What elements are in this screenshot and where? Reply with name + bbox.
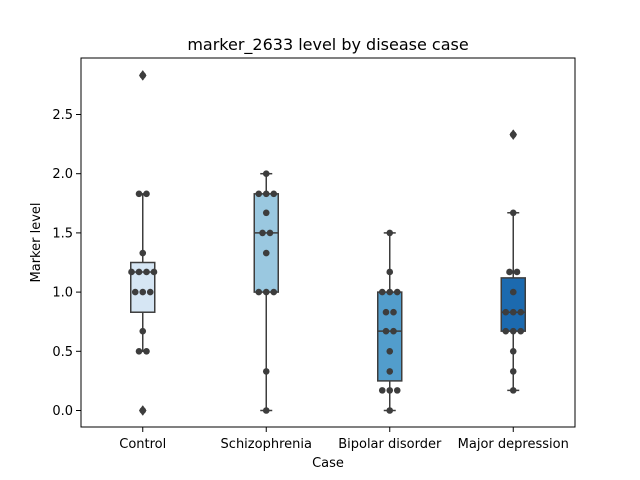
data-point (517, 308, 525, 316)
data-point (502, 308, 510, 316)
data-point (506, 268, 513, 276)
x-tick-label: Bipolar disorder (338, 437, 442, 452)
data-point (509, 368, 517, 375)
data-point (262, 407, 270, 414)
data-point (386, 268, 394, 276)
data-point (382, 308, 390, 316)
data-point (262, 190, 270, 198)
data-point (135, 190, 143, 198)
box-iqr (500, 277, 526, 332)
data-point (390, 327, 397, 335)
data-point (150, 268, 158, 276)
y-axis: 0.0 0.5 1.0 1.5 2.0 2.5 (52, 108, 81, 419)
y-tick-label: 1.0 (52, 286, 73, 301)
box-iqr (377, 291, 403, 382)
data-point (393, 288, 401, 296)
box-iqr (253, 193, 279, 293)
data-point (135, 348, 143, 355)
data-point (139, 407, 147, 414)
data-point (259, 229, 266, 237)
data-point (509, 387, 517, 394)
data-point (509, 131, 517, 138)
data-point (509, 308, 517, 316)
data-point (502, 327, 510, 335)
data-point (509, 209, 517, 217)
plot-frame (80, 57, 576, 428)
data-point (143, 190, 150, 198)
data-point (139, 72, 147, 79)
data-point (262, 170, 270, 177)
data-point (509, 348, 517, 355)
data-point (386, 407, 394, 414)
box-iqr (130, 261, 156, 313)
data-point (255, 190, 263, 198)
box-group (377, 232, 403, 412)
data-point (513, 268, 521, 276)
x-tick-label: Control (119, 437, 166, 452)
data-point (390, 308, 397, 316)
data-point (146, 288, 154, 296)
y-tick-label: 2.0 (52, 167, 73, 182)
y-tick-label: 0.0 (52, 404, 73, 419)
y-axis-label: Marker level (29, 203, 44, 283)
data-point (517, 327, 525, 335)
data-point (143, 348, 150, 355)
data-point (143, 268, 150, 276)
plot-area (128, 69, 526, 416)
x-tick-label: Schizophrenia (221, 437, 312, 452)
data-point (386, 368, 394, 375)
data-point (262, 209, 270, 217)
data-point (262, 368, 270, 375)
data-point (262, 249, 270, 257)
data-point (386, 348, 394, 355)
data-point (131, 288, 139, 296)
box-group (130, 69, 156, 416)
data-point (139, 327, 147, 335)
data-point (255, 288, 263, 296)
data-point (270, 190, 278, 198)
data-point (270, 288, 278, 296)
data-point (139, 288, 147, 296)
data-point (378, 387, 386, 394)
data-point (382, 327, 390, 335)
data-point (378, 288, 386, 296)
y-tick-label: 1.5 (52, 226, 73, 241)
data-point (386, 229, 394, 237)
data-point (139, 249, 147, 257)
data-point (509, 327, 517, 335)
data-point (262, 288, 270, 296)
box-group (500, 129, 526, 392)
x-axis: Control Schizophrenia Bipolar disorder Majo… (119, 427, 569, 452)
x-axis-label: Case (312, 456, 344, 471)
data-point (393, 387, 401, 394)
y-tick-label: 2.5 (52, 108, 73, 123)
data-point (135, 268, 143, 276)
data-point (386, 288, 394, 296)
data-point (128, 268, 135, 276)
x-tick-label: Major depression (458, 437, 569, 452)
data-point (509, 288, 517, 296)
y-tick-label: 0.5 (52, 345, 73, 360)
data-point (266, 229, 274, 237)
chart-title: marker_2633 level by disease case (187, 35, 468, 55)
data-point (386, 387, 394, 394)
